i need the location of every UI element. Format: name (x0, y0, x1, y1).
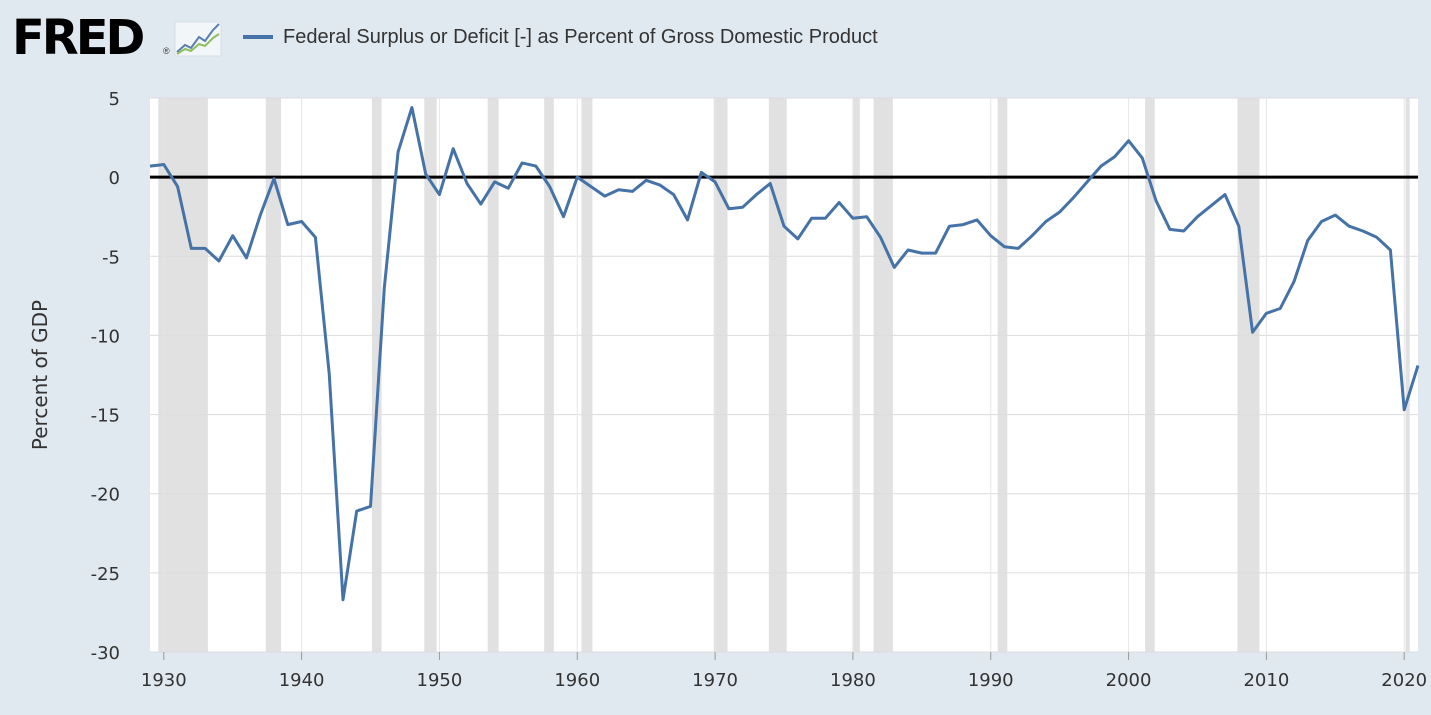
recession-shading (158, 98, 1410, 652)
registered-mark: ® (163, 46, 170, 56)
x-tick-label: 1930 (141, 670, 187, 691)
x-tick-label: 2000 (1106, 670, 1152, 691)
x-tick-label: 1950 (417, 670, 463, 691)
x-tick-label: 1980 (830, 670, 876, 691)
x-tick-label: 1940 (279, 670, 325, 691)
recession-bar (1145, 98, 1155, 652)
recession-bar (581, 98, 593, 652)
y-tick-label: -15 (91, 406, 120, 427)
y-tick-label: -10 (91, 326, 120, 347)
x-tick-label: 1990 (968, 670, 1014, 691)
line-chart-icon (174, 21, 222, 57)
y-tick-label: -25 (91, 564, 120, 585)
recession-bar (873, 98, 893, 652)
y-axis-ticks: 5 0 -5 -10 -15 -20 -25 -30 (91, 89, 120, 664)
recession-bar (997, 98, 1008, 652)
gridlines (150, 97, 1418, 653)
recession-bar (713, 98, 728, 652)
recession-bar (265, 98, 281, 652)
x-axis-ticks: 1930 1940 1950 1960 1970 1980 1990 2000 2010 2020 (141, 652, 1427, 691)
recession-bar (852, 98, 860, 652)
recession-bar (487, 98, 499, 652)
recession-bar (768, 98, 787, 652)
y-tick-label: -5 (102, 247, 120, 268)
recession-bar (544, 98, 554, 652)
fred-logo[interactable]: FRED (12, 10, 145, 66)
series-polyline (149, 106, 1420, 602)
legend-label: Federal Surplus or Deficit [-] as Percen… (283, 26, 878, 48)
x-tick-label: 2010 (1243, 670, 1289, 691)
y-tick-label: 5 (109, 89, 120, 110)
legend-swatch (243, 35, 273, 39)
y-axis-title: Percent of GDP (28, 300, 52, 450)
y-tick-label: 0 (109, 168, 120, 189)
recession-bar (158, 98, 208, 652)
recession-bar (1405, 98, 1410, 652)
recession-bar (1237, 98, 1260, 652)
recession-bar (424, 98, 437, 652)
x-tick-label: 1970 (692, 670, 738, 691)
y-tick-label: -20 (91, 485, 120, 506)
recession-bar (371, 98, 382, 652)
chart-header: FRED ® Federal Surplus or Deficit [-] as… (0, 0, 1431, 80)
y-tick-label: -30 (91, 643, 120, 664)
x-tick-label: 1960 (554, 670, 600, 691)
series-line (149, 106, 1420, 602)
x-tick-label: 2020 (1381, 670, 1427, 691)
